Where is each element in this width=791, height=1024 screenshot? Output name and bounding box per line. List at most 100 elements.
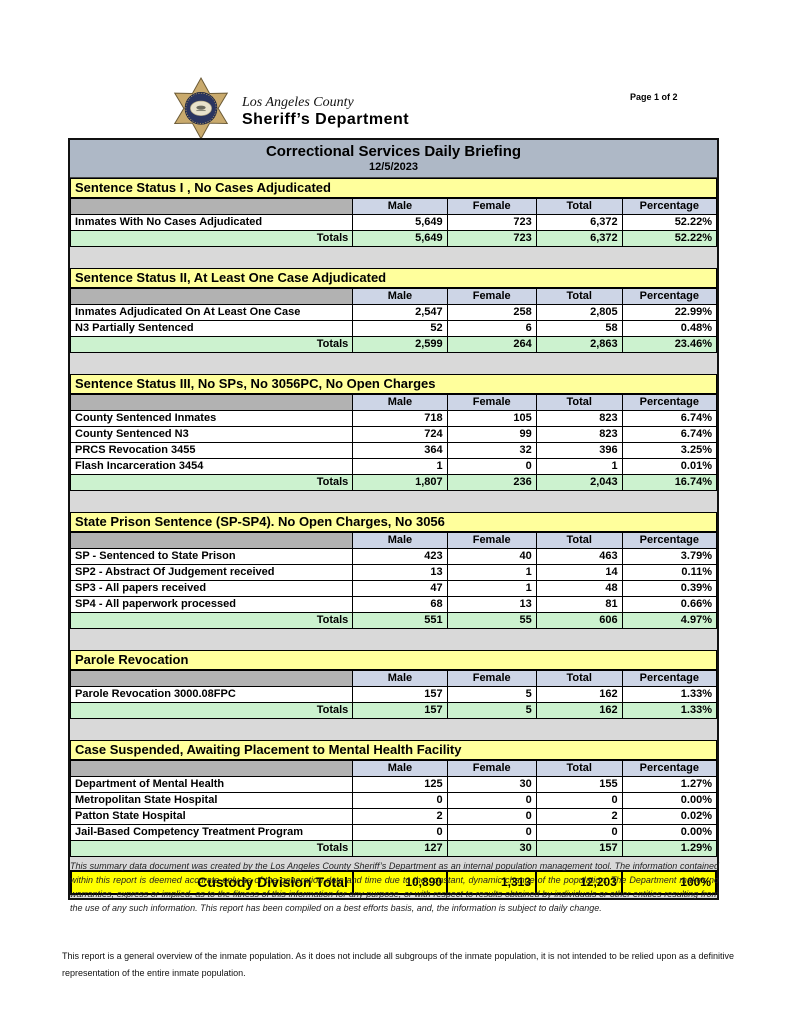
row-value: 52 (352, 320, 448, 337)
row-value: 823 (535, 426, 623, 443)
report-section: State Prison Sentence (SP-SP4). No Open … (69, 512, 718, 629)
column-header-male: Male (352, 288, 448, 305)
grand-total-label: Custody Division Total (70, 870, 354, 895)
row-value: 1 (535, 458, 623, 475)
section-table: Male Female Total Percentage Inmates With No… (69, 198, 718, 247)
row-value: 155 (535, 776, 623, 793)
row-label: SP2 - Abstract Of Judgement received (69, 564, 354, 581)
totals-value: 30 (446, 840, 537, 857)
totals-value: 16.74% (621, 474, 718, 491)
totals-label: Totals (69, 702, 354, 719)
row-value: 105 (446, 410, 537, 427)
corner-cell (69, 760, 354, 777)
row-label: Inmates Adjudicated On At Least One Case (69, 304, 354, 321)
row-value: 6.74% (621, 410, 718, 427)
totals-row: Totals 5,649 723 6,372 52.22% (69, 230, 718, 247)
row-label: Parole Revocation 3000.08FPC (69, 686, 354, 703)
grand-total-percentage: 100% (620, 870, 718, 895)
totals-value: 4.97% (621, 612, 718, 629)
section-heading: Case Suspended, Awaiting Placement to Me… (70, 740, 717, 760)
report-section: Case Suspended, Awaiting Placement to Me… (69, 740, 718, 857)
row-value: 40 (446, 548, 537, 565)
report-title: Correctional Services Daily Briefing (265, 143, 522, 160)
totals-row: Totals 2,599 264 2,863 23.46% (69, 336, 718, 353)
row-value: 162 (535, 686, 623, 703)
report-section: Sentence Status I , No Cases Adjudicated… (69, 178, 718, 247)
row-value: 0.39% (621, 580, 718, 597)
corner-cell (69, 288, 354, 305)
table-row: Inmates With No Cases Adjudicated 5,649 72… (69, 214, 718, 231)
totals-value: 2,599 (352, 336, 448, 353)
grand-total-male: 10,890 (351, 870, 449, 895)
column-header-female: Female (446, 532, 537, 549)
row-value: 1 (446, 564, 537, 581)
report-section: Sentence Status III, No SPs, No 3056PC, … (69, 374, 718, 491)
row-label: SP3 - All papers received (69, 580, 354, 597)
report-container: Correctional Services Daily Briefing 12/… (68, 138, 719, 900)
row-value: 68 (352, 596, 448, 613)
section-heading: Sentence Status II, At Least One Case Ad… (70, 268, 717, 288)
row-value: 32 (446, 442, 537, 459)
totals-row: Totals 551 55 606 4.97% (69, 612, 718, 629)
disclaimer-text: This summary data document was created b… (70, 861, 719, 913)
row-label: SP4 - All paperwork processed (69, 596, 354, 613)
sheriff-star-badge-icon (173, 76, 229, 143)
column-header-total: Total (535, 760, 623, 777)
section-heading: Parole Revocation (70, 650, 717, 670)
row-value: 22.99% (621, 304, 718, 321)
totals-value: 1.33% (621, 702, 718, 719)
row-value: 2,547 (352, 304, 448, 321)
table-row: SP2 - Abstract Of Judgement received 13 1 1… (69, 564, 718, 581)
sections-wrapper: Sentence Status I , No Cases Adjudicated… (69, 178, 718, 857)
section-table: Male Female Total Percentage Department of M… (69, 760, 718, 857)
row-value: 0.66% (621, 596, 718, 613)
section-table: Male Female Total Percentage Parole Revocati… (69, 670, 718, 719)
column-header-percentage: Percentage (621, 288, 718, 305)
row-value: 823 (535, 410, 623, 427)
totals-label: Totals (69, 474, 354, 491)
agency-county-text: Los Angeles County (242, 95, 354, 110)
row-value: 0.00% (621, 824, 718, 841)
column-header-row: Male Female Total Percentage (69, 532, 718, 549)
column-header-percentage: Percentage (621, 198, 718, 215)
row-value: 2,805 (535, 304, 623, 321)
page-indicator: Page 1 of 2 (630, 92, 678, 102)
totals-value: 23.46% (621, 336, 718, 353)
grand-total-row: Custody Division Total 10,890 1,313 12,2… (70, 870, 718, 895)
totals-value: 1,807 (352, 474, 448, 491)
column-header-row: Male Female Total Percentage (69, 198, 718, 215)
table-row: Flash Incarceration 3454 1 0 1 0.01% (69, 458, 718, 475)
row-value: 47 (352, 580, 448, 597)
row-value: 81 (535, 596, 623, 613)
row-value: 0.11% (621, 564, 718, 581)
column-header-female: Female (446, 288, 537, 305)
row-value: 2 (535, 808, 623, 825)
column-header-percentage: Percentage (621, 394, 718, 411)
row-value: 0 (352, 824, 448, 841)
totals-row: Totals 1,807 236 2,043 16.74% (69, 474, 718, 491)
table-row: N3 Partially Sentenced 52 6 58 0.48% (69, 320, 718, 337)
row-value: 423 (352, 548, 448, 565)
column-header-female: Female (446, 670, 537, 687)
totals-value: 6,372 (535, 230, 623, 247)
row-value: 48 (535, 580, 623, 597)
totals-label: Totals (69, 336, 354, 353)
grand-total-female: 1,313 (446, 870, 538, 895)
section-table: Male Female Total Percentage Inmates Adjudic… (69, 288, 718, 353)
row-value: 1.27% (621, 776, 718, 793)
row-value: 0 (446, 792, 537, 809)
column-header-male: Male (352, 670, 448, 687)
table-row: PRCS Revocation 3455 364 32 396 3.25% (69, 442, 718, 459)
totals-value: 127 (352, 840, 448, 857)
row-label: County Sentenced N3 (69, 426, 354, 443)
section-table: Male Female Total Percentage SP - Sentenced … (69, 532, 718, 629)
row-value: 2 (352, 808, 448, 825)
column-header-male: Male (352, 394, 448, 411)
row-value: 3.79% (621, 548, 718, 565)
section-heading: State Prison Sentence (SP-SP4). No Open … (70, 512, 717, 532)
totals-value: 723 (446, 230, 537, 247)
row-value: 3.25% (621, 442, 718, 459)
row-value: 723 (446, 214, 537, 231)
column-header-male: Male (352, 760, 448, 777)
row-value: 125 (352, 776, 448, 793)
